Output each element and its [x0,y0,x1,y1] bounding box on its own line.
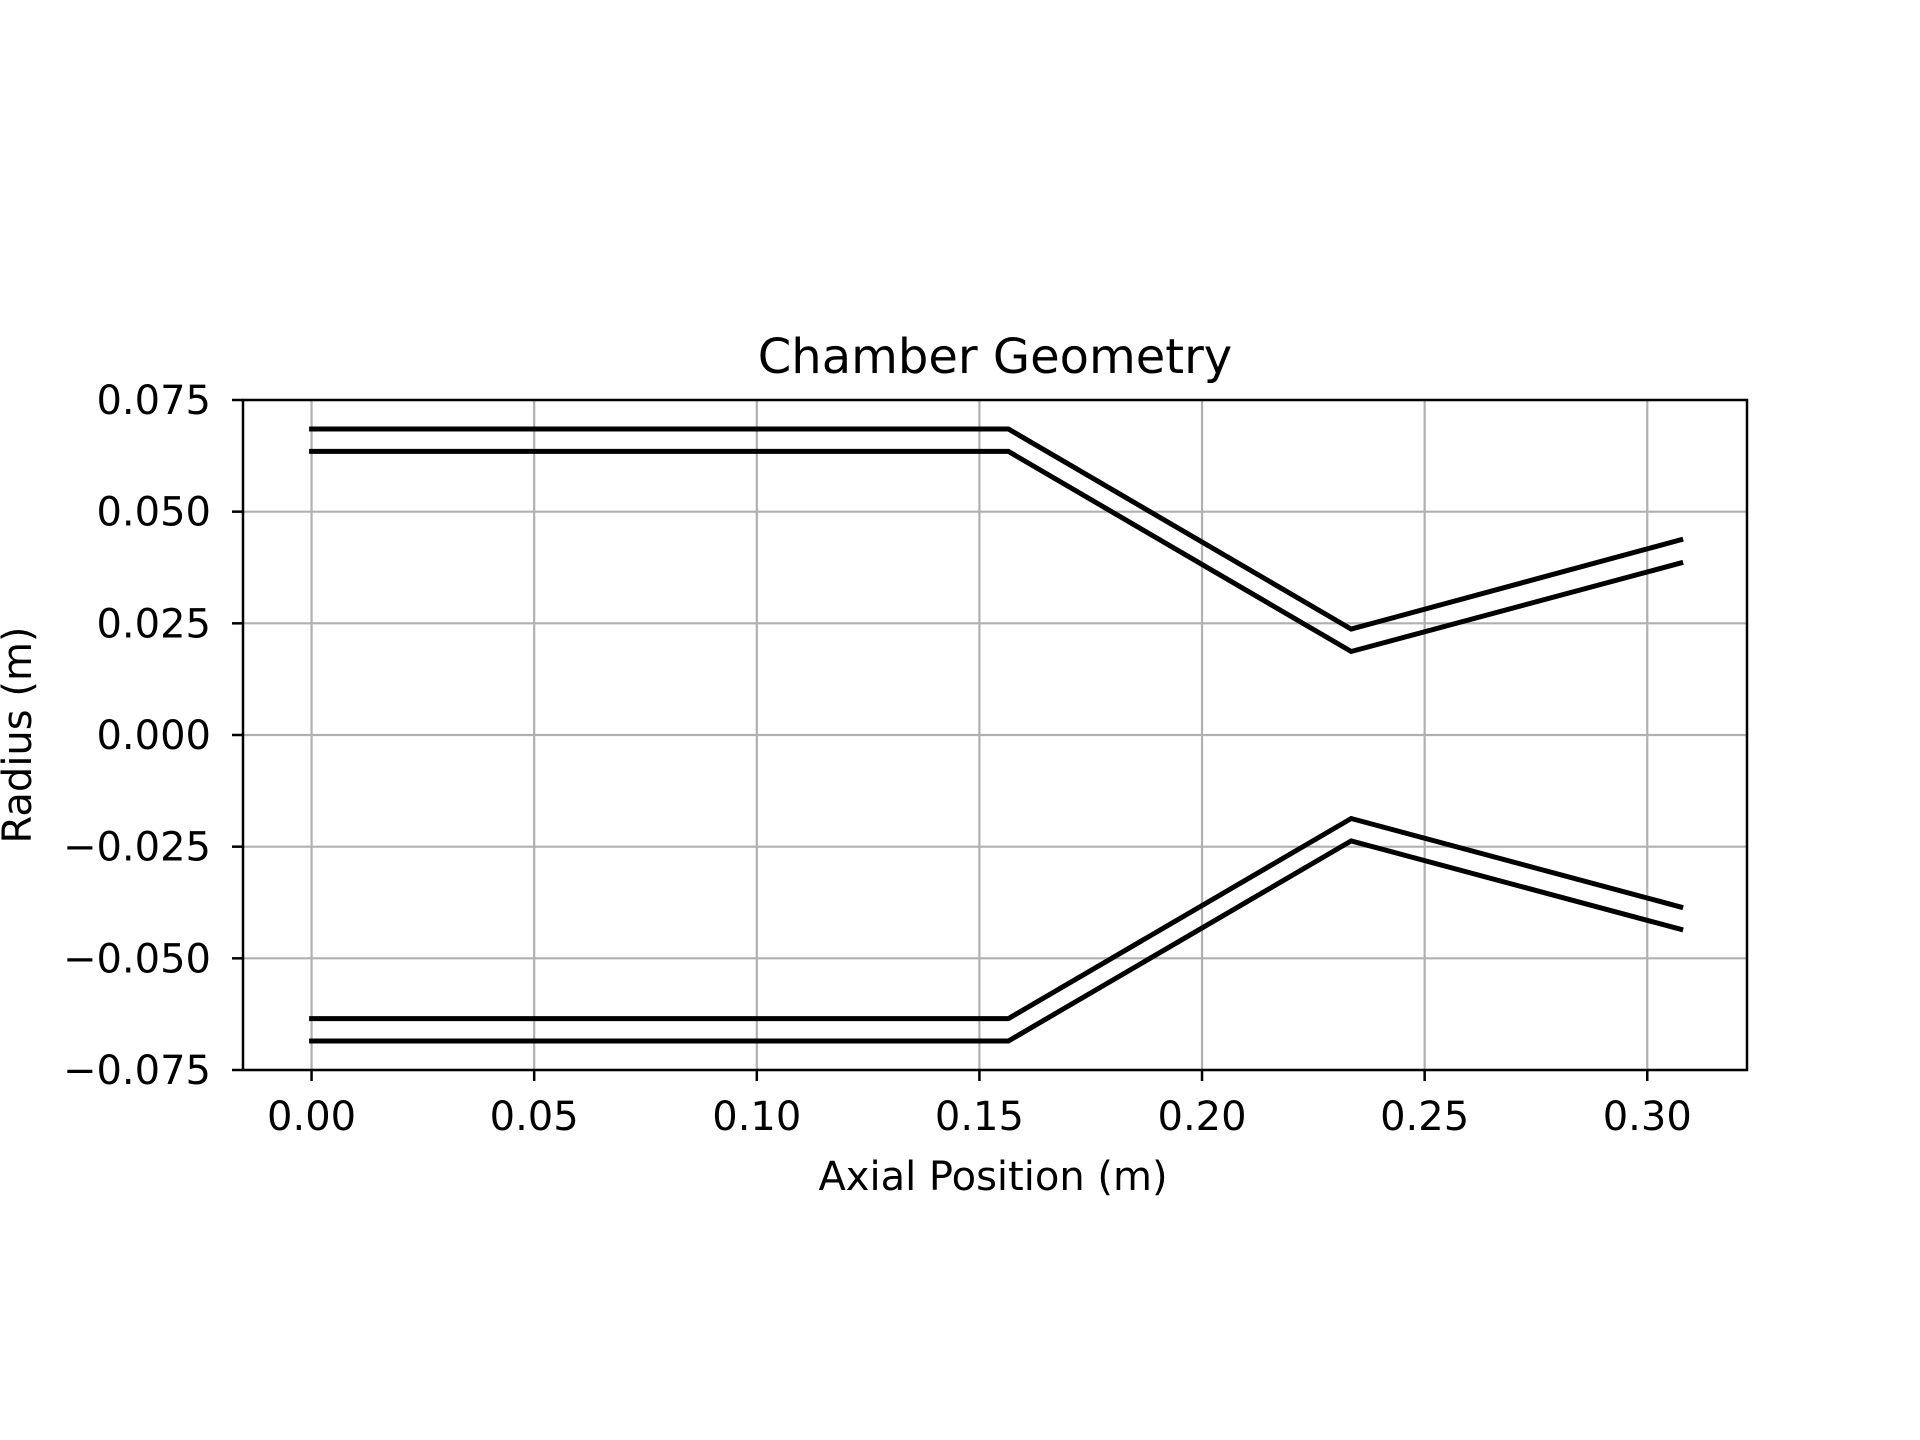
x-axis-label: Axial Position (m) [818,1154,1167,1200]
contour-line-1 [309,426,1684,632]
x-tick-label: 0.15 [935,1094,1024,1140]
x-tick-label: 0.20 [1158,1094,1247,1140]
contour-line-4 [309,838,1684,1044]
y-tick-label: 0.050 [96,490,211,536]
y-tick-label: 0.075 [96,378,211,424]
contour-line-2 [309,448,1684,655]
y-axis-label: Radius (m) [0,626,41,843]
y-tick-label: 0.025 [96,601,211,647]
x-tick-label: 0.30 [1603,1094,1692,1140]
y-axis-ticks: 0.075 0.050 0.025 0.000 −0.025 −0.050 −0.075 [63,378,243,1094]
chart-title: Chamber Geometry [758,329,1232,385]
plot-lines [309,426,1684,1044]
x-tick-label: 0.10 [712,1094,801,1140]
contour-line-3 [309,815,1684,1022]
y-tick-label: 0.000 [96,713,211,759]
y-tick-label: −0.075 [63,1048,211,1094]
x-tick-label: 0.05 [490,1094,579,1140]
x-axis-ticks: 0.00 0.05 0.10 0.15 0.20 0.25 0.30 [267,1070,1692,1140]
y-tick-label: −0.025 [63,825,211,871]
x-tick-label: 0.25 [1380,1094,1469,1140]
x-tick-label: 0.00 [267,1094,356,1140]
y-tick-label: −0.050 [63,936,211,982]
